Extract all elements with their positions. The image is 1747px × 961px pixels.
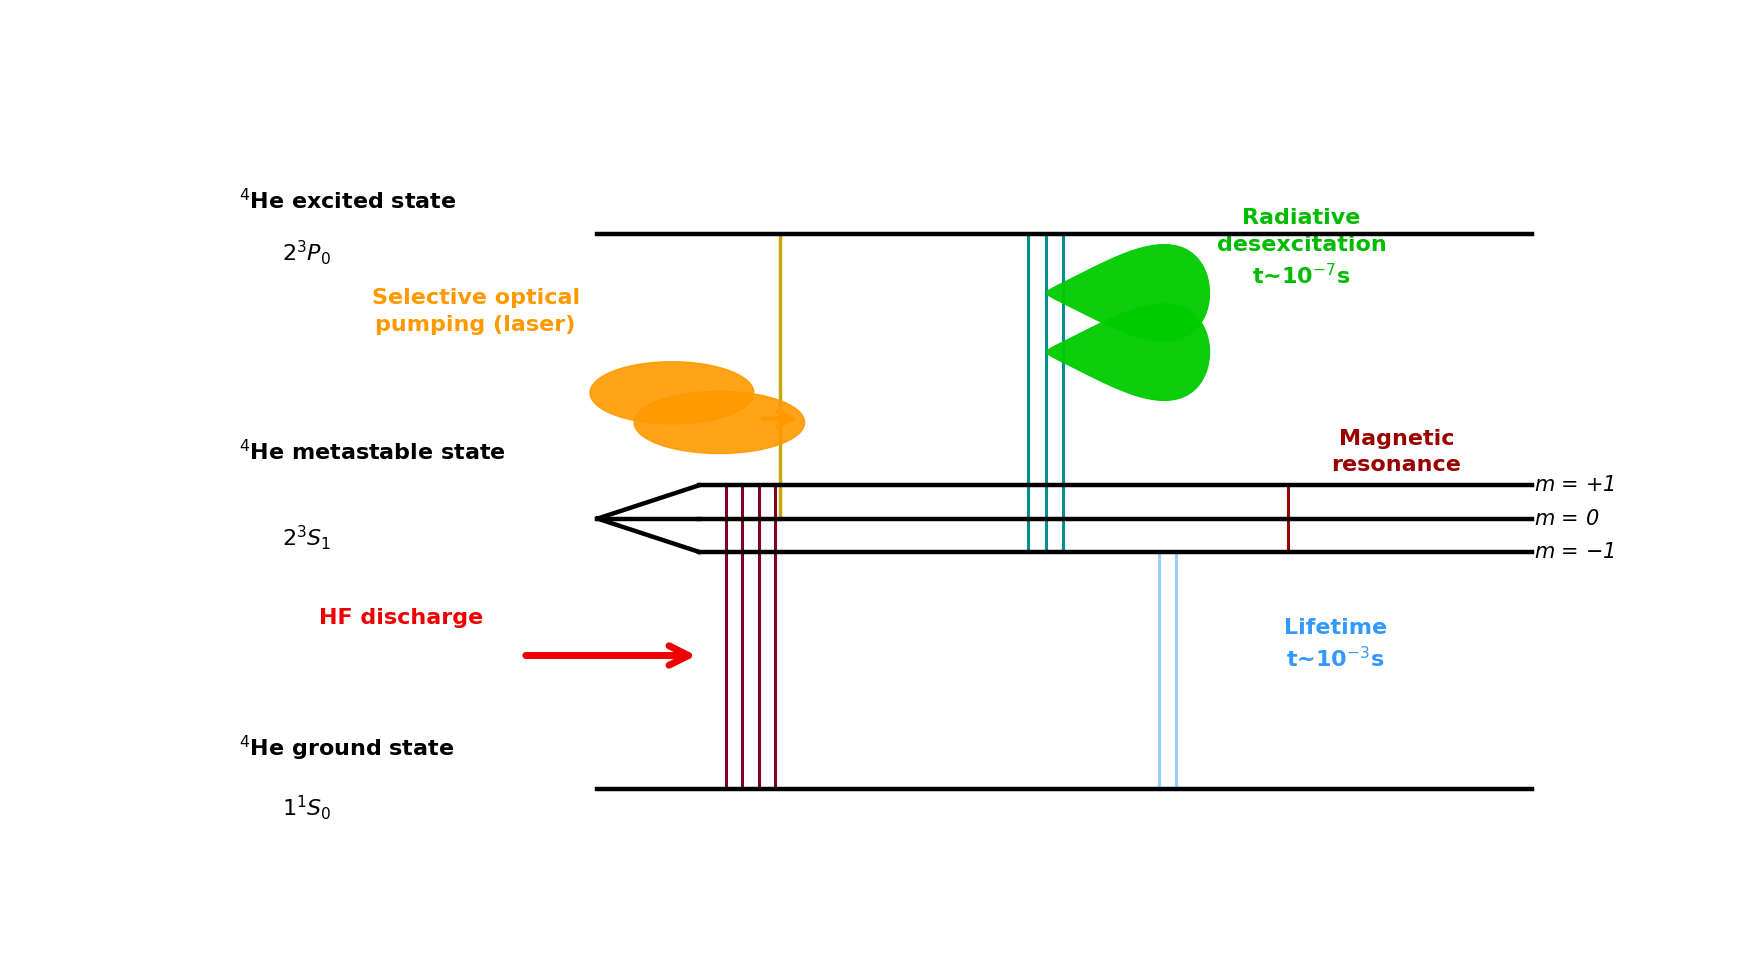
Text: $^4$He ground state: $^4$He ground state (239, 733, 454, 763)
Polygon shape (634, 391, 805, 454)
Text: $m$ = +1: $m$ = +1 (1534, 476, 1616, 495)
Text: Lifetime
t~10$^{-3}$s: Lifetime t~10$^{-3}$s (1284, 618, 1387, 671)
Text: $2^3P_0$: $2^3P_0$ (281, 237, 330, 266)
Polygon shape (1046, 304, 1209, 401)
Polygon shape (1046, 245, 1209, 341)
Text: $2^3S_1$: $2^3S_1$ (281, 523, 332, 552)
Polygon shape (590, 361, 755, 424)
Text: $1^1S_0$: $1^1S_0$ (281, 793, 332, 822)
Text: HF discharge: HF discharge (320, 608, 484, 628)
Text: Selective optical
pumping (laser): Selective optical pumping (laser) (372, 288, 580, 334)
Text: $m$ = 0: $m$ = 0 (1534, 508, 1600, 529)
Text: $^4$He excited state: $^4$He excited state (239, 187, 456, 213)
Text: Magnetic
resonance: Magnetic resonance (1331, 429, 1460, 475)
Text: Radiative
desexcitation
t~10$^{-7}$s: Radiative desexcitation t~10$^{-7}$s (1216, 209, 1387, 288)
Text: $m$ = $-$1: $m$ = $-$1 (1534, 542, 1616, 562)
Text: $^4$He metastable state: $^4$He metastable state (239, 439, 505, 464)
